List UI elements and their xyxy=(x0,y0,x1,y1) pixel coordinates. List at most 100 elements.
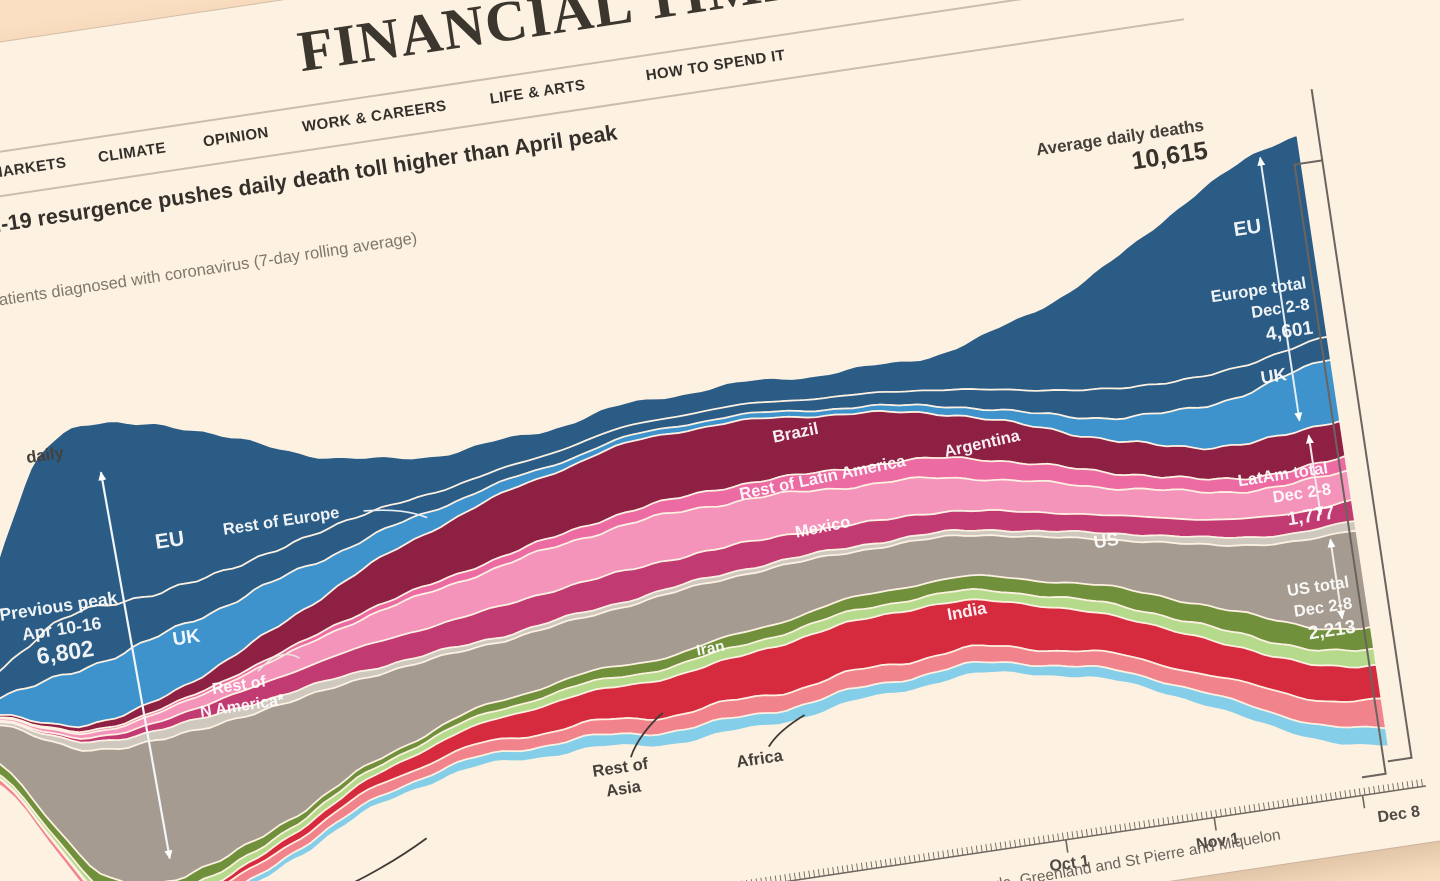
iran-line-0: Iran xyxy=(695,638,726,660)
x-axis-minor-tick xyxy=(769,876,772,881)
annotation-africa: Africa xyxy=(735,747,785,772)
x-axis-minor-tick xyxy=(1401,781,1404,790)
x-axis-minor-tick xyxy=(1325,793,1328,801)
x-axis-minor-tick xyxy=(1339,791,1342,799)
x-axis-minor-tick xyxy=(1358,788,1361,796)
x-axis-minor-tick xyxy=(1085,829,1088,837)
x-axis-minor-tick xyxy=(1033,836,1036,845)
x-axis-major-tick xyxy=(1213,817,1217,831)
x-axis-minor-tick xyxy=(1009,840,1012,849)
x-axis-major-tick xyxy=(1361,795,1366,809)
x-axis-major-tick xyxy=(1065,839,1069,853)
x-axis-minor-tick xyxy=(1186,814,1189,822)
x-axis-minor-tick xyxy=(899,856,902,865)
x-axis-minor-tick xyxy=(1143,820,1146,829)
stream-band-africa xyxy=(0,660,1390,881)
x-axis-minor-tick xyxy=(1148,819,1151,828)
x-axis-minor-tick xyxy=(1172,816,1175,824)
x-axis-minor-tick xyxy=(1176,815,1179,824)
x-axis-minor-tick xyxy=(755,878,758,881)
eu-label-left-line-0: EU xyxy=(154,527,186,554)
x-axis-minor-tick xyxy=(1157,818,1160,826)
previous-peak-span-arrow xyxy=(98,471,173,860)
x-axis-minor-tick xyxy=(865,861,868,870)
us-label-line-0: US xyxy=(1092,529,1120,552)
x-axis-minor-tick xyxy=(1114,824,1117,833)
annotation-eu-label-left: EU xyxy=(154,527,186,554)
x-axis-minor-tick xyxy=(856,863,859,871)
x-axis-minor-tick xyxy=(975,845,978,854)
x-axis-minor-tick xyxy=(956,848,959,856)
bottom-left-pointer-line xyxy=(294,837,428,881)
x-axis-minor-tick xyxy=(913,854,916,863)
x-axis-minor-tick xyxy=(980,844,983,853)
x-axis-minor-tick xyxy=(1349,789,1352,798)
x-axis-minor-tick xyxy=(1167,816,1170,825)
x-axis-minor-tick xyxy=(1047,834,1050,843)
x-axis-minor-tick xyxy=(822,868,825,876)
x-axis-minor-tick xyxy=(1387,783,1390,792)
x-axis-minor-tick xyxy=(1138,821,1141,829)
x-axis-minor-tick xyxy=(836,866,839,874)
x-axis-minor-tick xyxy=(880,859,883,868)
x-axis-minor-tick xyxy=(1018,839,1021,847)
x-axis-minor-tick xyxy=(875,860,878,869)
x-axis-minor-tick xyxy=(1076,830,1079,839)
x-axis-minor-tick xyxy=(947,849,950,858)
x-axis-minor-tick xyxy=(1119,824,1122,832)
x-axis-minor-tick xyxy=(1277,800,1280,808)
x-axis-minor-tick xyxy=(832,866,835,875)
x-axis-minor-tick xyxy=(951,849,954,857)
x-axis-minor-tick xyxy=(750,879,753,881)
x-axis-minor-tick xyxy=(932,851,935,860)
x-axis-minor-tick xyxy=(846,864,849,873)
x-axis-label-nov-1: Nov 1 xyxy=(1195,830,1241,853)
annotation-us-label: US xyxy=(1092,529,1120,552)
x-axis-minor-tick xyxy=(904,856,907,864)
x-axis-minor-tick xyxy=(803,871,806,879)
x-axis-minor-tick xyxy=(1162,817,1165,826)
x-axis-minor-tick xyxy=(1397,782,1400,791)
x-axis-minor-tick xyxy=(889,858,892,866)
africa-pointer-line xyxy=(768,714,806,748)
x-axis-minor-tick xyxy=(1224,808,1227,816)
x-axis-minor-tick xyxy=(1057,833,1060,841)
x-axis-minor-tick xyxy=(1344,790,1347,798)
x-axis-minor-tick xyxy=(1023,838,1026,846)
x-axis-minor-tick xyxy=(798,871,801,880)
dec-range-bracket-outer xyxy=(1308,81,1413,763)
uk-label-left-line-0: UK xyxy=(171,626,202,651)
x-axis-minor-tick xyxy=(1296,797,1299,806)
x-axis-minor-tick xyxy=(1095,827,1098,836)
dec-range-bracket-inner xyxy=(1293,159,1387,779)
x-axis-minor-tick xyxy=(1330,792,1333,801)
x-axis-minor-tick xyxy=(1181,814,1184,823)
x-axis-minor-tick xyxy=(789,873,792,881)
x-axis-minor-tick xyxy=(1392,783,1395,791)
x-axis-minor-tick xyxy=(1191,813,1194,821)
uk-label-right-line-0: UK xyxy=(1259,364,1288,388)
x-axis-minor-tick xyxy=(1234,806,1237,815)
x-axis-minor-tick xyxy=(1353,788,1356,797)
x-axis-minor-tick xyxy=(765,876,768,881)
x-axis-minor-tick xyxy=(1368,786,1371,795)
x-axis-minor-tick xyxy=(937,851,940,859)
x-axis-minor-tick xyxy=(817,869,820,877)
x-axis-minor-tick xyxy=(1219,809,1222,817)
x-axis-minor-tick xyxy=(870,861,873,869)
x-axis-minor-tick xyxy=(774,875,777,881)
x-axis-minor-tick xyxy=(1052,834,1055,842)
x-axis-minor-tick xyxy=(1215,809,1218,818)
x-axis-minor-tick xyxy=(971,846,974,854)
x-axis-minor-tick xyxy=(793,872,796,881)
x-axis-minor-tick xyxy=(784,874,787,881)
x-axis-minor-tick xyxy=(990,843,993,851)
x-axis-minor-tick xyxy=(1263,802,1266,811)
x-axis-minor-tick xyxy=(923,853,926,861)
x-axis-minor-tick xyxy=(1229,807,1232,816)
x-axis-minor-tick xyxy=(841,865,844,874)
x-axis-minor-tick xyxy=(884,859,887,867)
europe-total-span-arrow xyxy=(1257,156,1303,422)
